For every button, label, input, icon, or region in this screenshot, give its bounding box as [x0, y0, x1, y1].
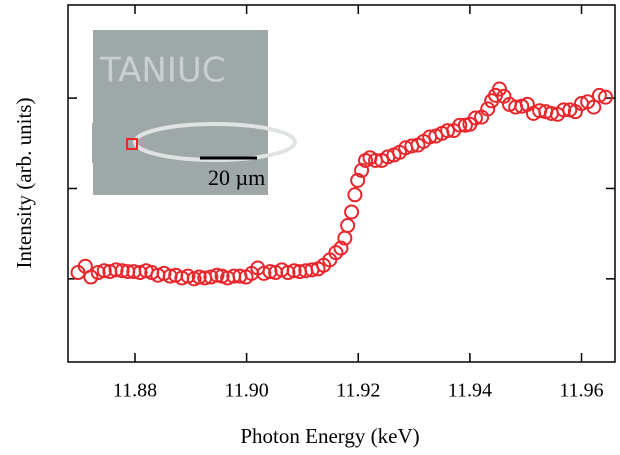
x-tick-label: 11.92 — [336, 380, 380, 402]
inset-image — [93, 30, 268, 195]
data-point — [350, 172, 366, 188]
data-point — [452, 117, 468, 133]
data-point — [191, 269, 207, 285]
inset-text: TANIUC — [99, 51, 225, 91]
plot-frame — [67, 4, 616, 363]
x-tick-label: 11.94 — [448, 380, 492, 402]
data-point — [591, 87, 607, 103]
data-point — [209, 267, 225, 283]
x-tick-label: 11.96 — [559, 380, 603, 402]
data-point — [491, 81, 507, 97]
scale-label: 20 µm — [208, 165, 265, 190]
x-axis-title: Photon Energy (keV) — [240, 424, 419, 448]
y-axis-title: Intensity (arb. units) — [12, 98, 36, 269]
data-point — [333, 240, 349, 256]
data-point — [354, 162, 370, 178]
data-point — [340, 218, 356, 234]
x-tick-label: 11.88 — [113, 380, 157, 402]
data-point — [467, 110, 483, 126]
data-point — [328, 245, 344, 261]
data-point — [286, 263, 302, 279]
data-point — [480, 101, 496, 117]
data-point — [347, 187, 363, 203]
inset: TANIUC 20 µm — [92, 30, 297, 195]
data-point — [132, 265, 148, 281]
data-point — [280, 265, 296, 281]
inset-wire — [133, 122, 297, 162]
data-point — [90, 265, 106, 281]
data-point — [440, 123, 456, 139]
inset-mask — [92, 123, 106, 163]
data-point — [598, 89, 614, 105]
data-point — [586, 99, 602, 115]
data-point — [96, 263, 112, 279]
inset-spot — [126, 138, 138, 150]
data-point — [344, 204, 360, 220]
data-point — [203, 269, 219, 285]
x-tick-label: 11.90 — [224, 380, 268, 402]
data-point — [256, 265, 272, 281]
data-point — [83, 269, 99, 285]
data-point — [114, 263, 130, 279]
